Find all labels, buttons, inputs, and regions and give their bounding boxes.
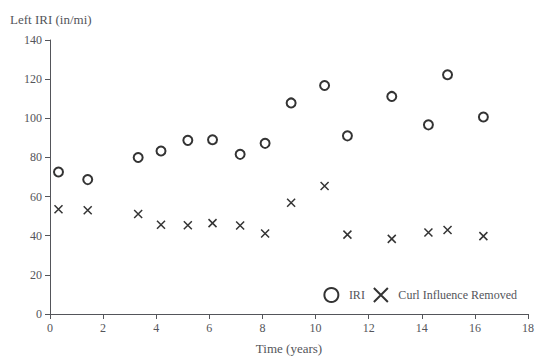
svg-text:20: 20 — [30, 268, 42, 282]
svg-text:12: 12 — [363, 321, 375, 335]
svg-text:100: 100 — [24, 111, 42, 125]
svg-text:6: 6 — [206, 321, 212, 335]
svg-text:Curl Influence Removed: Curl Influence Removed — [398, 288, 517, 302]
svg-text:IRI: IRI — [349, 288, 365, 302]
svg-text:16: 16 — [469, 321, 481, 335]
svg-text:120: 120 — [24, 72, 42, 86]
svg-text:0: 0 — [47, 321, 53, 335]
svg-text:2: 2 — [100, 321, 106, 335]
svg-text:60: 60 — [30, 190, 42, 204]
svg-text:140: 140 — [24, 33, 42, 47]
svg-text:4: 4 — [153, 321, 159, 335]
svg-text:14: 14 — [416, 321, 428, 335]
svg-text:18: 18 — [522, 321, 534, 335]
svg-text:40: 40 — [30, 229, 42, 243]
svg-text:0: 0 — [36, 307, 42, 321]
svg-text:8: 8 — [259, 321, 265, 335]
svg-text:Left IRI (in/mi): Left IRI (in/mi) — [10, 12, 92, 27]
svg-text:10: 10 — [310, 321, 322, 335]
svg-text:80: 80 — [30, 150, 42, 164]
svg-text:Time (years): Time (years) — [256, 341, 322, 356]
